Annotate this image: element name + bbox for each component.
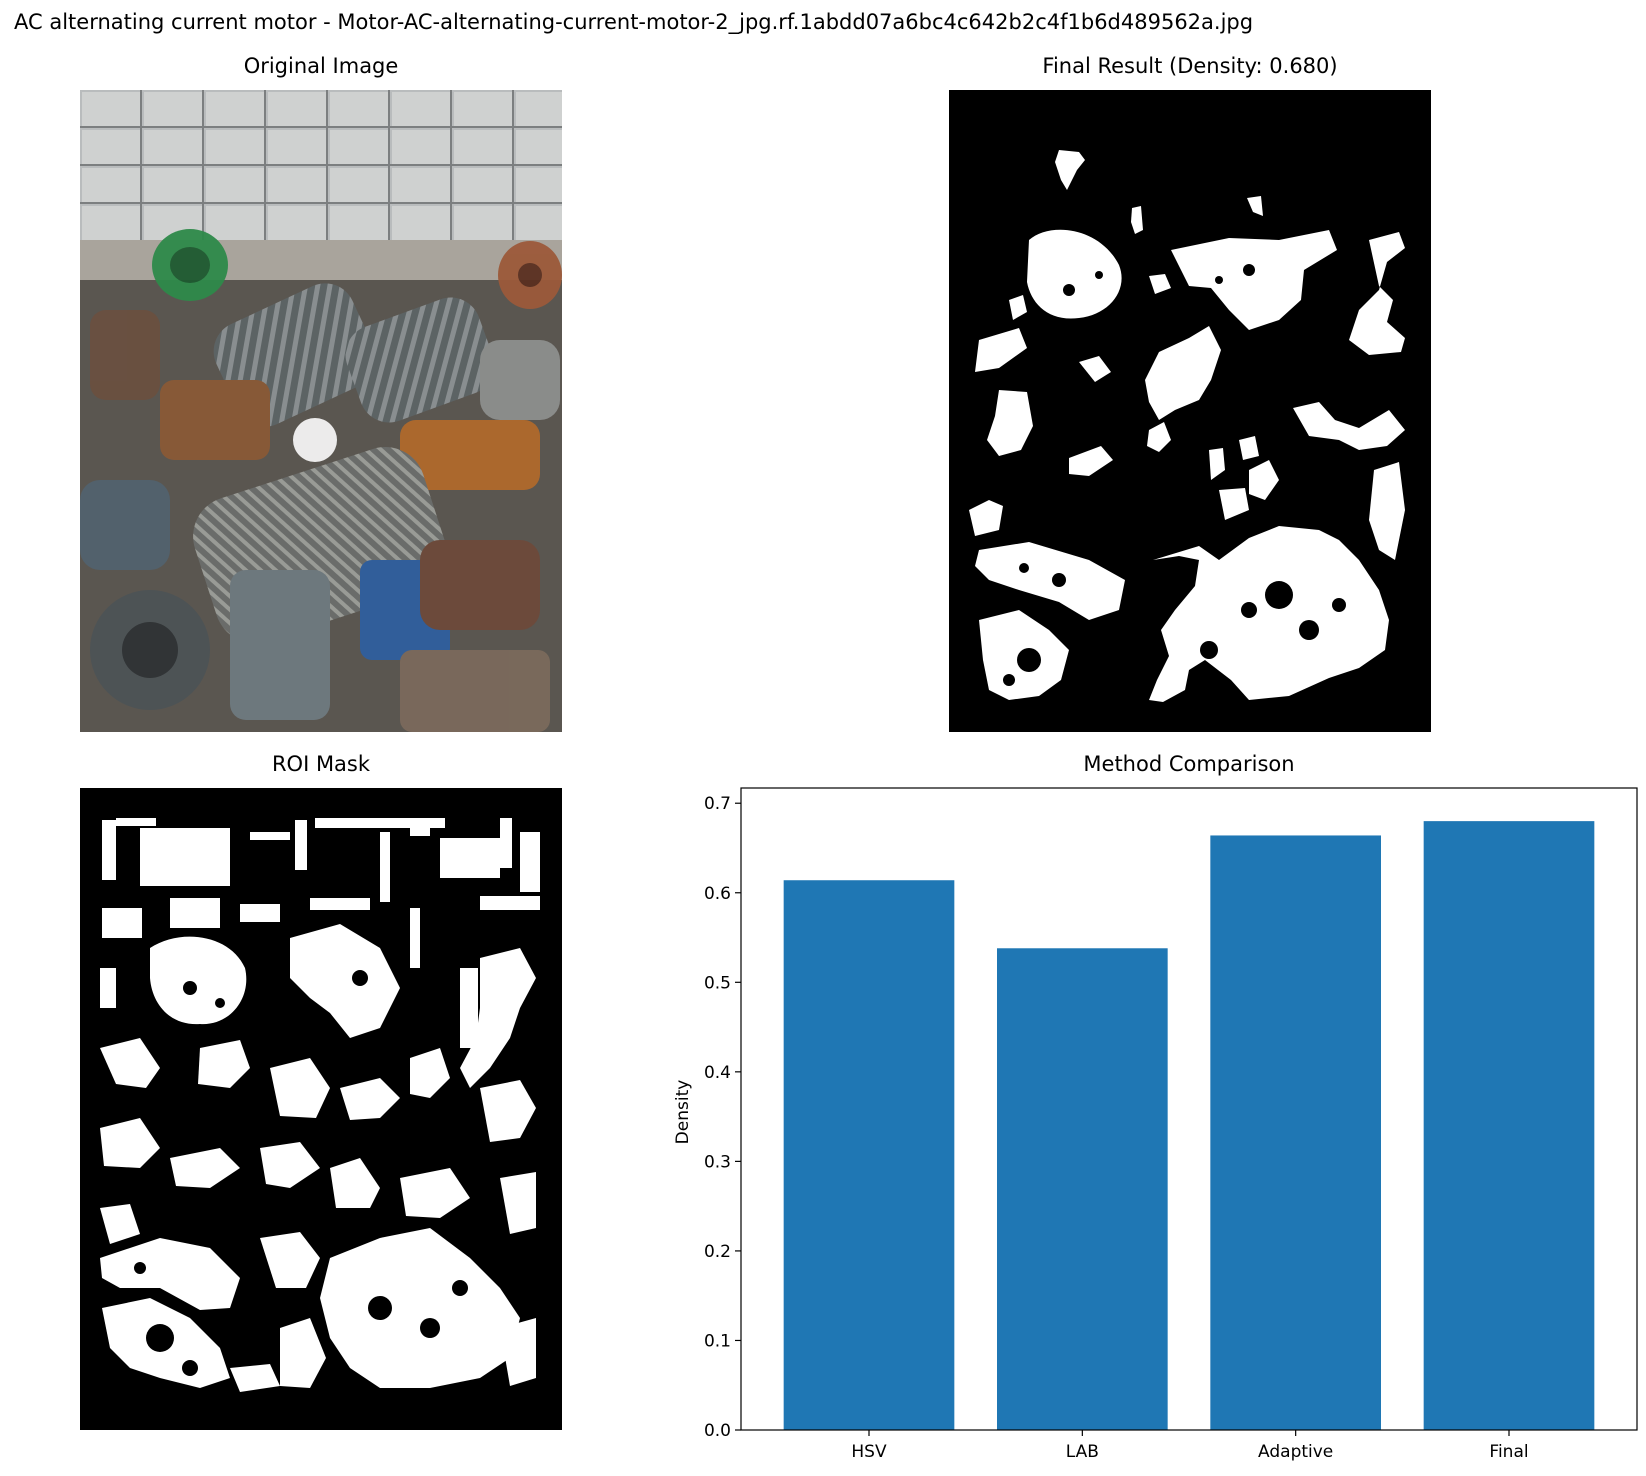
final-result-mask (949, 90, 1431, 732)
axes-frame (740, 787, 1638, 1431)
bar-final (1423, 821, 1595, 1430)
bar-lab (997, 948, 1168, 1430)
original-image (80, 90, 562, 732)
roi-mask-title: ROI Mask (271, 752, 371, 776)
y-tick-label: 0.3 (704, 1152, 731, 1172)
roi-mask (80, 788, 562, 1430)
y-tick-label: 0.7 (704, 794, 731, 814)
y-axis-label: Density (673, 1080, 693, 1145)
y-tick-label: 0.6 (704, 884, 731, 904)
figure-suptitle: AC alternating current motor - Motor-AC-… (14, 10, 1254, 34)
roi-mask-image (80, 788, 562, 1430)
chart-title: Method Comparison (1083, 752, 1295, 776)
y-tick-label: 0.1 (704, 1331, 731, 1351)
scrap-motor-photo (80, 90, 562, 732)
x-tick-label: LAB (1066, 1442, 1099, 1462)
y-tick-label: 0.4 (704, 1063, 731, 1083)
y-tick-label: 0.2 (704, 1242, 731, 1262)
bar-hsv (783, 880, 955, 1430)
y-tick-label: 0.5 (704, 973, 731, 993)
original-image-title: Original Image (243, 54, 399, 78)
final-result-title: Final Result (Density: 0.680) (1042, 54, 1338, 78)
bar-adaptive (1210, 835, 1381, 1430)
x-tick-label: Final (1489, 1442, 1528, 1462)
y-tick-label: 0.0 (704, 1421, 731, 1441)
x-tick-label: Adaptive (1258, 1442, 1333, 1462)
final-mask-image (949, 90, 1431, 732)
x-tick-label: HSV (851, 1442, 887, 1462)
